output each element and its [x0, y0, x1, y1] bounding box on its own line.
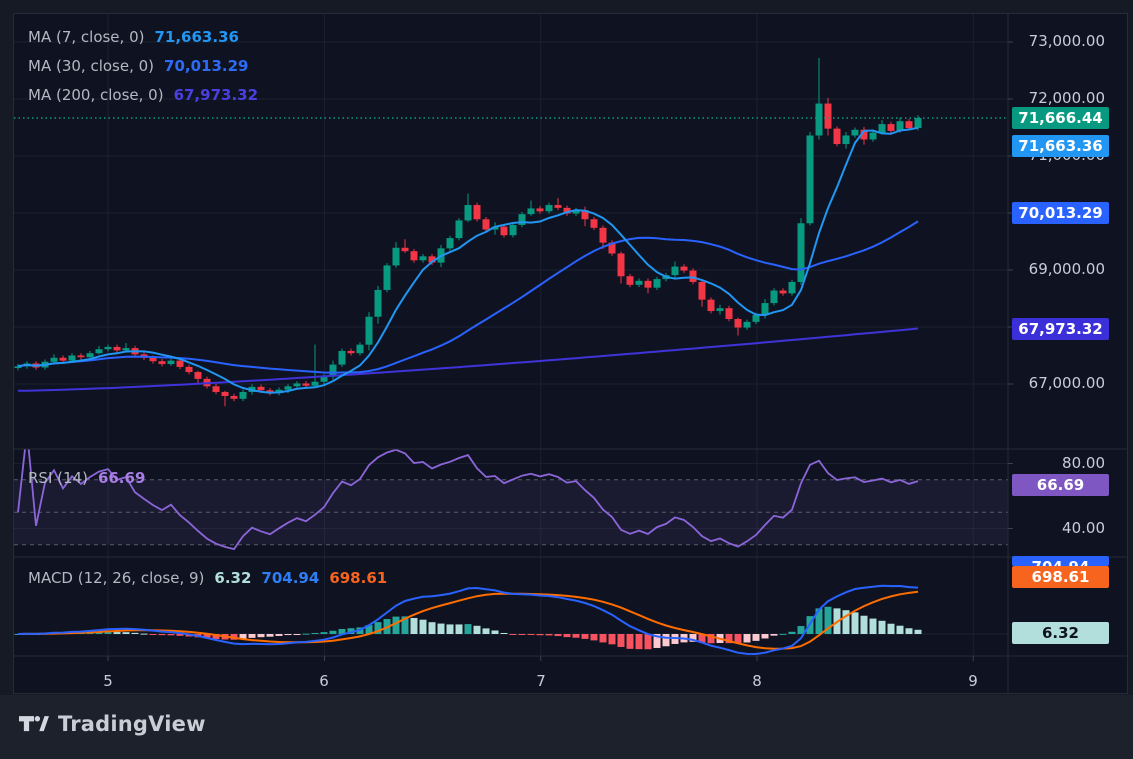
macd-hist-value-badge: 6.32	[1012, 622, 1109, 644]
macd-signal-value: 698.61	[329, 569, 388, 587]
macd-line-value-badge: 704.94	[1012, 556, 1109, 566]
ma-overlays	[17, 126, 919, 394]
macd-signal-value-badge: 698.61	[1012, 566, 1109, 588]
ma7-value: 71,663.36	[154, 28, 239, 46]
price-axis-label: 69,000.00	[1028, 260, 1105, 278]
macd-hist-value: 6.32	[214, 569, 252, 587]
rsi-axis-label: 40.00	[1062, 519, 1105, 537]
ma30-line	[17, 220, 919, 374]
tradingview-chart-widget: MA (7, close, 0) 71,663.36 MA (30, close…	[0, 0, 1133, 695]
macd-lines	[17, 584, 919, 656]
tradingview-logo-text: TradingView	[58, 712, 206, 736]
main-pane-legend: MA (7, close, 0) 71,663.36 MA (30, close…	[28, 23, 258, 110]
rsi-axis-label: 80.00	[1062, 454, 1105, 472]
ma200-line	[17, 327, 919, 392]
time-axis-label: 7	[536, 672, 546, 690]
rsi-line	[17, 449, 919, 551]
chart-frame	[13, 13, 1128, 694]
macd-line-value: 704.94	[261, 569, 320, 587]
rsi-value: 66.69	[97, 469, 146, 487]
time-axis-label: 6	[319, 672, 329, 690]
candlestick-series	[14, 57, 922, 407]
rsi-value-badge: 66.69	[1012, 474, 1109, 496]
ma7-line	[17, 126, 919, 394]
rsi-label: RSI (14)	[28, 469, 88, 487]
time-axis-label: 5	[103, 672, 113, 690]
legend-row-macd[interactable]: MACD (12, 26, close, 9) 6.32 704.94 698.…	[28, 564, 387, 593]
price-axis-label: 67,000.00	[1028, 374, 1105, 392]
ma30-value: 70,013.29	[164, 57, 249, 75]
last-price-badge: 71,666.44	[1012, 107, 1109, 129]
rsi-pane-legend: RSI (14) 66.69	[28, 464, 145, 493]
ma200-value-badge: 67,973.32	[1012, 318, 1109, 340]
ma7-label: MA (7, close, 0)	[28, 28, 145, 46]
tradingview-logo-link[interactable]: TradingView	[19, 712, 206, 736]
legend-row-ma200[interactable]: MA (200, close, 0) 67,973.32	[28, 81, 258, 110]
legend-row-ma7[interactable]: MA (7, close, 0) 71,663.36	[28, 23, 258, 52]
legend-row-ma30[interactable]: MA (30, close, 0) 70,013.29	[28, 52, 258, 81]
price-axis-label: 73,000.00	[1028, 32, 1105, 50]
tradingview-logo-icon	[19, 716, 49, 732]
chart-canvas[interactable]	[0, 0, 1133, 695]
macd-histogram	[14, 606, 922, 650]
ma200-label: MA (200, close, 0)	[28, 86, 164, 104]
macd-label: MACD (12, 26, close, 9)	[28, 569, 205, 587]
macd-pane-legend: MACD (12, 26, close, 9) 6.32 704.94 698.…	[28, 564, 387, 593]
legend-row-rsi[interactable]: RSI (14) 66.69	[28, 464, 145, 493]
macd-line	[17, 584, 919, 656]
ma30-label: MA (30, close, 0)	[28, 57, 155, 75]
pane-separators	[13, 13, 1128, 694]
ma7-value-badge: 71,663.36	[1012, 135, 1109, 157]
ma200-value: 67,973.32	[173, 86, 259, 104]
time-axis-label: 8	[752, 672, 762, 690]
macd-signal-line	[17, 590, 919, 650]
price-axis-label: 72,000.00	[1028, 89, 1105, 107]
grid-lines	[14, 14, 1008, 656]
ma30-value-badge: 70,013.29	[1012, 202, 1109, 224]
time-axis-label: 9	[968, 672, 978, 690]
